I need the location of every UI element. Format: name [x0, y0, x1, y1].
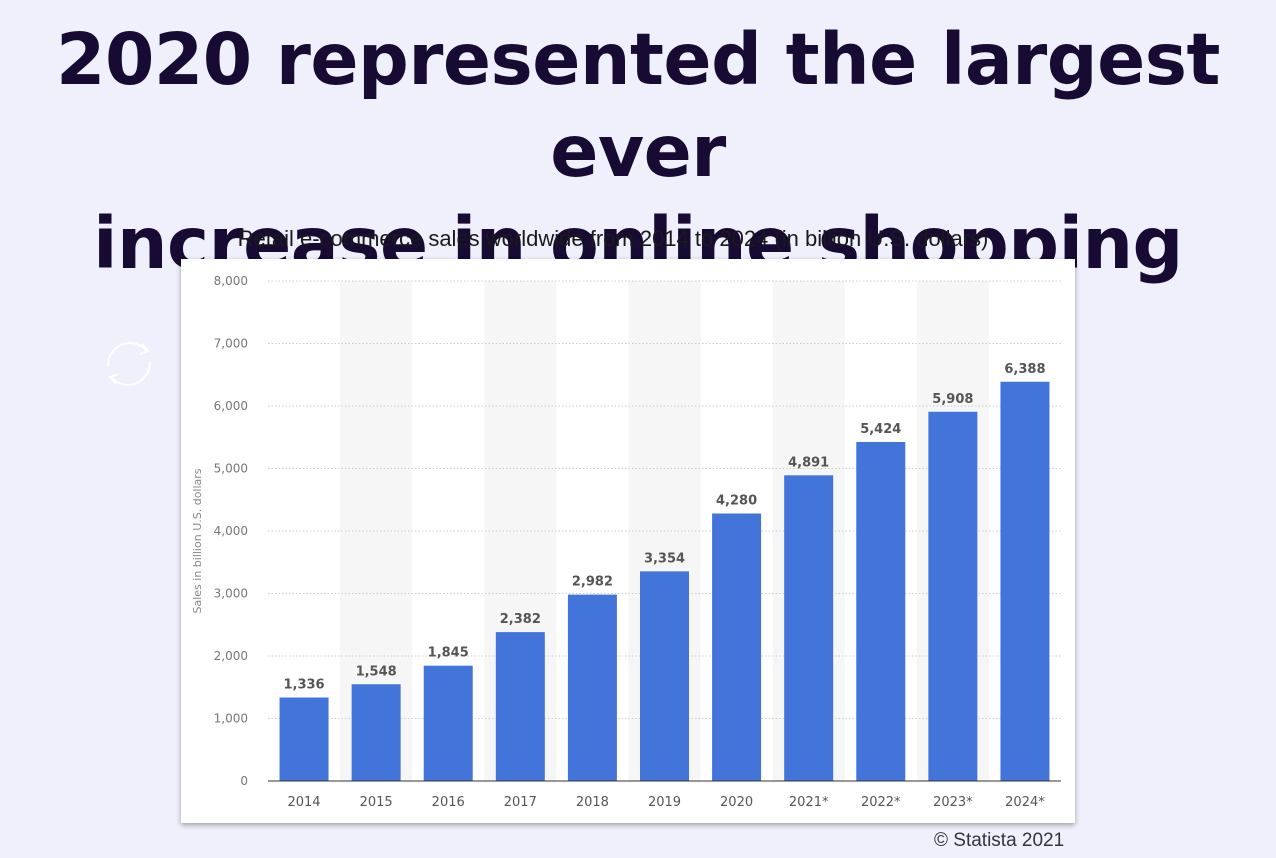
- bar: [567, 594, 617, 781]
- x-tick-label: 2018: [576, 795, 609, 810]
- x-tick-label: 2020: [720, 795, 753, 810]
- chart-title: Retail e-commerce sales worldwide from 2…: [237, 226, 989, 251]
- value-label: 5,424: [860, 422, 901, 437]
- x-tick-label: 2023*: [933, 795, 973, 810]
- source-credit: © Statista 2021: [934, 830, 1065, 851]
- y-tick-label: 7,000: [214, 337, 248, 351]
- bar: [856, 442, 906, 781]
- y-axis-title: Sales in billion U.S. dollars: [191, 468, 204, 613]
- y-tick-label: 3,000: [214, 587, 248, 601]
- bar: [784, 475, 834, 781]
- x-tick-label: 2016: [432, 795, 465, 810]
- value-label: 1,845: [428, 646, 469, 661]
- bar: [640, 571, 689, 781]
- value-label: 4,891: [788, 455, 829, 470]
- value-label: 6,388: [1004, 362, 1045, 377]
- x-tick-label: 2019: [648, 795, 681, 810]
- y-tick-label: 5,000: [214, 462, 248, 476]
- x-tick-label: 2017: [504, 795, 537, 810]
- value-label: 2,382: [500, 612, 541, 627]
- bar: [1000, 381, 1050, 781]
- x-tick-label: 2024*: [1005, 795, 1045, 810]
- bar: [495, 632, 545, 781]
- bar: [712, 513, 762, 781]
- x-tick-label: 2014: [287, 795, 320, 810]
- value-label: 1,336: [283, 678, 324, 693]
- y-tick-label: 1,000: [214, 712, 248, 726]
- value-label: 3,354: [644, 551, 685, 566]
- y-tick-label: 0: [240, 774, 248, 788]
- y-tick-label: 2,000: [214, 649, 248, 663]
- bar-chart: 0 1,000 2,000 3,000 4,000 5,000 6,000 7,000 8,00…: [191, 274, 1061, 810]
- x-axis-categories: 2014 2015 2016 2017 2018 2019 2020 2021* 2022* 20…: [287, 795, 1045, 810]
- value-label: 1,548: [356, 664, 397, 679]
- bar: [279, 697, 329, 781]
- y-axis-ticks: 0 1,000 2,000 3,000 4,000 5,000 6,000 7,000 8,00…: [214, 274, 248, 788]
- y-tick-label: 6,000: [214, 399, 248, 413]
- value-label: 5,908: [932, 392, 973, 407]
- x-tick-label: 2021*: [789, 795, 829, 810]
- bar: [928, 411, 978, 781]
- value-label: 2,982: [572, 575, 613, 590]
- value-label: 4,280: [716, 494, 757, 509]
- value-labels: 1,336 1,548 1,845 2,382 2,982 3,354 4,280 4,891…: [283, 362, 1045, 693]
- chart-card: 0 1,000 2,000 3,000 4,000 5,000 6,000 7,000 8,00…: [181, 259, 1075, 823]
- bar: [423, 665, 473, 781]
- x-tick-label: 2022*: [861, 795, 901, 810]
- headline-line-1: 2020 represented the largest ever: [56, 18, 1220, 193]
- bar: [351, 684, 401, 781]
- y-tick-label: 4,000: [214, 524, 248, 538]
- refresh-icon[interactable]: [96, 336, 162, 392]
- x-tick-label: 2015: [360, 795, 393, 810]
- y-tick-label: 8,000: [214, 274, 248, 288]
- bars: [279, 381, 1050, 781]
